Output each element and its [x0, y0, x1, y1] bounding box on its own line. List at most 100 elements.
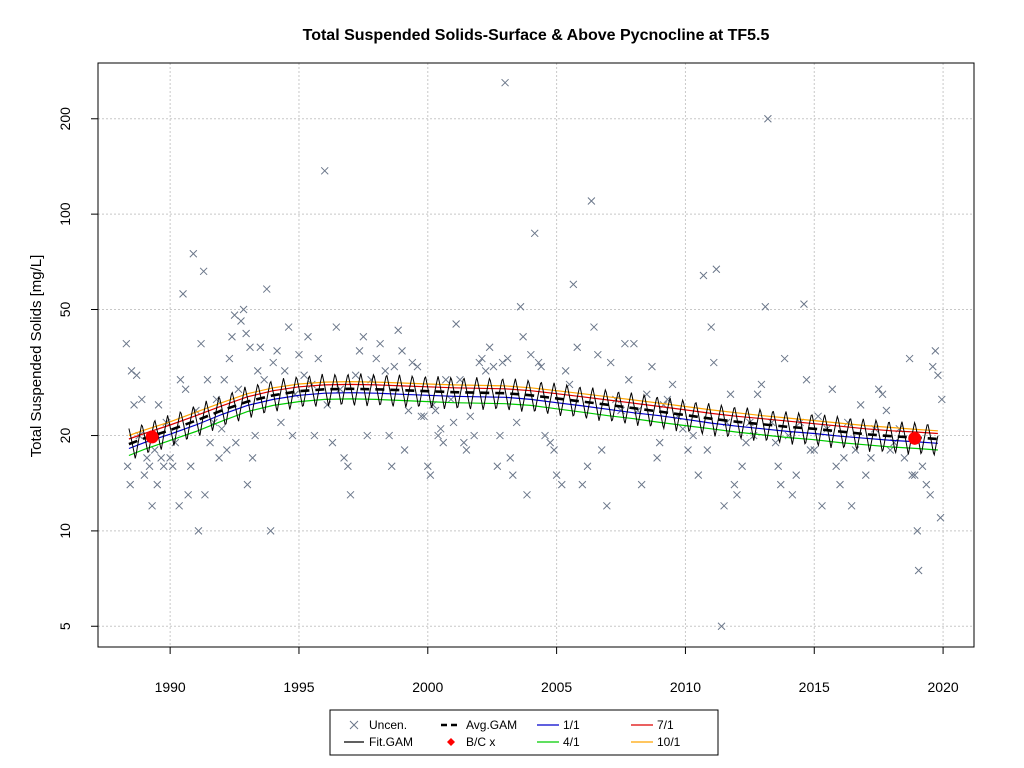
- data-point: [481, 367, 490, 375]
- data-point: [234, 385, 243, 394]
- data-point: [621, 339, 629, 348]
- data-point: [526, 350, 535, 359]
- data-point: [738, 462, 746, 471]
- data-point: [648, 362, 656, 371]
- data-point: [295, 350, 303, 359]
- data-point: [127, 367, 136, 375]
- data-point: [552, 471, 561, 479]
- data-point: [653, 454, 661, 462]
- data-point: [340, 454, 348, 462]
- data-point: [918, 462, 927, 471]
- data-point: [776, 480, 785, 489]
- data-point: [426, 471, 435, 479]
- data-point: [288, 431, 297, 440]
- data-point: [802, 375, 811, 384]
- data-point: [447, 395, 455, 404]
- data-point: [126, 480, 135, 489]
- chart-title: Total Suspended Solids-Surface & Above P…: [303, 27, 770, 44]
- data-point: [372, 354, 381, 363]
- data-point: [508, 471, 517, 479]
- data-point: [602, 501, 611, 510]
- y-tick-label: 50: [57, 301, 73, 317]
- data-point: [764, 114, 772, 123]
- data-point: [132, 371, 141, 380]
- data-point: [222, 446, 231, 454]
- data-point: [537, 362, 546, 371]
- data-point: [381, 367, 390, 375]
- data-point: [239, 305, 248, 314]
- data-point: [237, 317, 245, 325]
- data-point: [154, 400, 163, 409]
- data-point: [655, 438, 664, 447]
- gam-lines: [128, 373, 939, 459]
- x-tick-label: 2010: [670, 679, 701, 695]
- data-point: [922, 480, 931, 489]
- data-point: [541, 431, 549, 440]
- data-point: [159, 462, 168, 471]
- data-point: [684, 446, 692, 454]
- data-point: [926, 490, 935, 499]
- data-point: [248, 454, 257, 462]
- data-point: [332, 323, 341, 331]
- data-point: [168, 462, 177, 471]
- data-point: [408, 358, 417, 367]
- data-point: [730, 480, 739, 489]
- data-point: [284, 323, 293, 331]
- data-point: [434, 431, 442, 440]
- data-point: [186, 462, 195, 471]
- data-point: [874, 385, 883, 394]
- data-point: [452, 320, 460, 328]
- data-point: [861, 471, 870, 479]
- legend-label-4-1: 4/1: [563, 735, 580, 749]
- y-tick-label: 20: [57, 428, 73, 444]
- legend-box: [329, 709, 719, 756]
- data-point: [194, 527, 203, 535]
- data-point: [910, 471, 919, 479]
- data-point: [199, 267, 208, 276]
- data-point: [583, 462, 592, 471]
- legend-label-bc: B/C x: [466, 735, 495, 749]
- data-point: [251, 431, 260, 440]
- data-point: [166, 454, 174, 462]
- legend-label-uncen: Uncen.: [369, 718, 407, 732]
- data-point: [637, 480, 646, 489]
- data-point: [260, 375, 269, 384]
- data-point: [363, 431, 372, 440]
- data-point: [314, 354, 323, 363]
- data-point: [359, 332, 368, 341]
- y-axis-label: Total Suspended Solids [mg/L]: [28, 255, 45, 458]
- data-point: [404, 406, 413, 415]
- data-point: [606, 358, 615, 367]
- data-point: [512, 418, 521, 427]
- data-point: [243, 480, 252, 489]
- data-point: [757, 380, 766, 389]
- data-point: [390, 362, 399, 371]
- data-point: [557, 480, 566, 489]
- data-point: [806, 446, 815, 454]
- data-point: [431, 406, 440, 415]
- legend-label-7-1: 7/1: [657, 718, 674, 732]
- data-point: [176, 375, 185, 384]
- data-point: [307, 380, 316, 389]
- data-point: [836, 480, 844, 489]
- data-point: [703, 446, 712, 454]
- data-point: [385, 431, 393, 440]
- data-point: [400, 446, 409, 454]
- data-point: [273, 347, 281, 355]
- data-point: [157, 454, 165, 462]
- legend-label-1-1: 1/1: [563, 718, 580, 732]
- data-point: [546, 438, 555, 447]
- x-tick-label: 2020: [928, 679, 959, 695]
- data-point: [900, 454, 909, 462]
- data-point: [449, 418, 458, 427]
- data-point: [788, 490, 797, 499]
- data-point: [878, 390, 887, 399]
- data-point: [709, 358, 718, 367]
- y-tick-label: 10: [57, 523, 73, 539]
- data-point: [534, 358, 543, 367]
- data-point: [689, 431, 698, 440]
- data-point: [197, 339, 205, 348]
- data-point: [908, 471, 917, 479]
- data-point: [387, 462, 396, 471]
- data-point: [150, 446, 159, 454]
